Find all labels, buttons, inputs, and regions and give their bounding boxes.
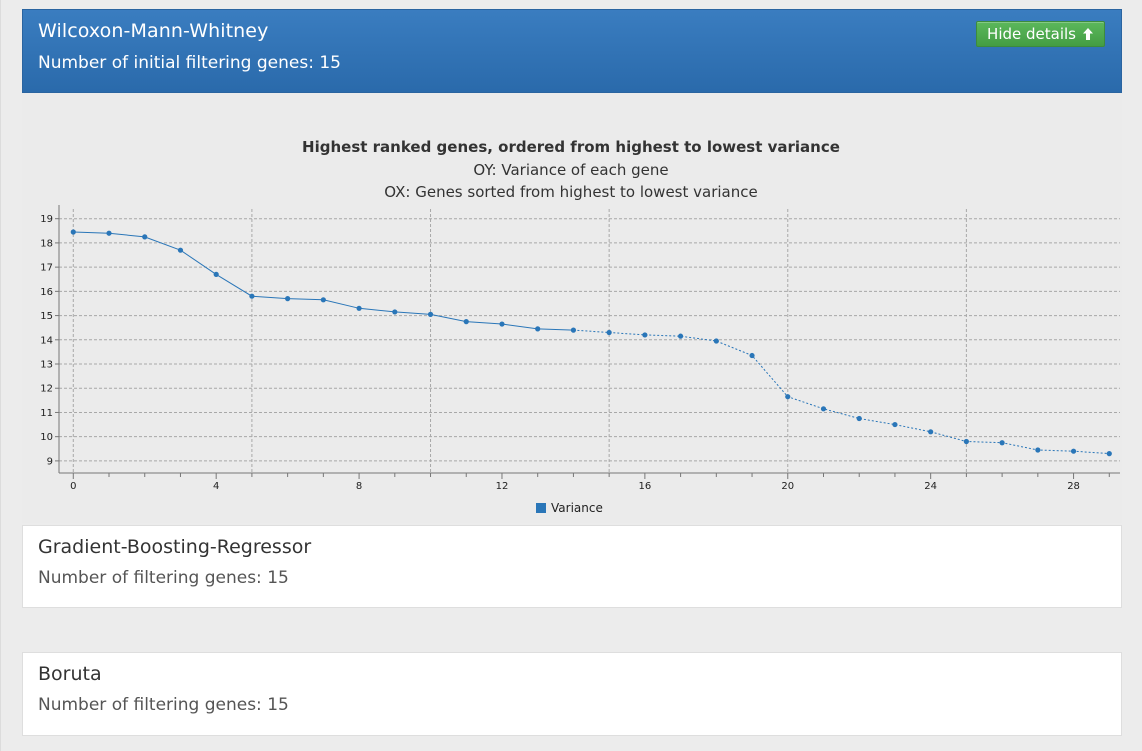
data-point[interactable]: [320, 297, 326, 303]
data-point[interactable]: [106, 230, 112, 236]
panel-subtitle: Number of initial filtering genes: 15: [38, 53, 341, 73]
y-tick-label: 14: [40, 335, 53, 346]
legend-label: Variance: [551, 501, 603, 515]
x-tick-label: 16: [639, 481, 652, 492]
data-point[interactable]: [606, 329, 612, 336]
y-tick-label: 18: [40, 238, 53, 249]
chart-subtitle-x: OX: Genes sorted from highest to lowest …: [384, 183, 757, 201]
data-point[interactable]: [249, 293, 255, 299]
variance-chart: Highest ranked genes, ordered from highe…: [22, 93, 1122, 523]
series-line-dashed: [573, 329, 1110, 455]
chart-title: Highest ranked genes, ordered from highe…: [302, 138, 840, 156]
data-point[interactable]: [463, 319, 469, 325]
gradient-boosting-panel: Gradient-Boosting-Regressor Number of fi…: [22, 525, 1122, 608]
data-point[interactable]: [963, 438, 969, 445]
y-tick-label: 15: [40, 311, 53, 322]
data-point[interactable]: [570, 327, 577, 333]
legend-swatch: [536, 503, 546, 513]
data-point[interactable]: [749, 352, 755, 359]
boruta-panel: Boruta Number of filtering genes: 15: [22, 652, 1122, 736]
data-point[interactable]: [1106, 451, 1112, 457]
data-point[interactable]: [356, 305, 362, 311]
chart-legend[interactable]: Variance: [536, 501, 603, 515]
data-point[interactable]: [392, 309, 398, 315]
data-point[interactable]: [499, 321, 505, 327]
x-tick-label: 8: [356, 481, 362, 492]
chart-axes: 9 10 11 12 13 14 15 16 17 18 19 0 4 8 12 16 20 24 28: [40, 205, 1120, 492]
wilcoxon-panel-header: Wilcoxon-Mann-Whitney Number of initial …: [22, 9, 1122, 93]
y-tick-label: 17: [40, 263, 53, 274]
data-point[interactable]: [999, 440, 1005, 446]
data-point[interactable]: [820, 406, 827, 412]
y-tick-label: 10: [40, 432, 53, 443]
y-tick-label: 11: [40, 408, 53, 419]
variance-series: [70, 229, 1112, 457]
arrow-up-icon: [1082, 27, 1094, 41]
series-line-solid: [73, 231, 574, 331]
data-point[interactable]: [677, 333, 684, 339]
y-tick-label: 19: [40, 214, 53, 225]
data-point[interactable]: [713, 338, 719, 344]
data-point[interactable]: [642, 332, 648, 338]
data-point[interactable]: [535, 326, 541, 332]
x-tick-label: 20: [781, 481, 794, 492]
data-point[interactable]: [928, 429, 934, 435]
y-tick-label: 12: [40, 384, 53, 395]
panel-subtitle: Number of filtering genes: 15: [38, 695, 289, 715]
panel-title: Boruta: [38, 663, 102, 685]
panel-subtitle: Number of filtering genes: 15: [38, 568, 289, 588]
y-tick-label: 16: [40, 287, 53, 298]
hide-details-label: Hide details: [987, 24, 1076, 43]
data-point[interactable]: [142, 234, 148, 240]
x-tick-label: 4: [213, 481, 219, 492]
panel-title: Wilcoxon-Mann-Whitney: [38, 20, 269, 42]
data-point[interactable]: [1070, 448, 1077, 454]
x-tick-label: 12: [496, 481, 509, 492]
chart-subtitle-y: OY: Variance of each gene: [473, 161, 668, 179]
chart-grid: [59, 209, 1120, 473]
data-point[interactable]: [213, 271, 219, 277]
data-point[interactable]: [285, 296, 291, 302]
x-tick-label: 24: [924, 481, 937, 492]
hide-details-button[interactable]: Hide details: [976, 21, 1105, 47]
y-tick-label: 13: [40, 360, 53, 371]
y-tick-label: 9: [47, 456, 53, 467]
data-point[interactable]: [785, 394, 791, 400]
data-point[interactable]: [856, 415, 862, 422]
data-point[interactable]: [427, 311, 434, 317]
data-point[interactable]: [892, 421, 898, 428]
data-point[interactable]: [1035, 447, 1041, 453]
x-tick-label: 0: [70, 481, 76, 492]
data-point[interactable]: [70, 229, 76, 235]
chart-svg: Highest ranked genes, ordered from highe…: [40, 138, 1120, 515]
data-point[interactable]: [177, 247, 184, 253]
panel-title: Gradient-Boosting-Regressor: [38, 536, 312, 558]
x-tick-label: 28: [1067, 481, 1080, 492]
